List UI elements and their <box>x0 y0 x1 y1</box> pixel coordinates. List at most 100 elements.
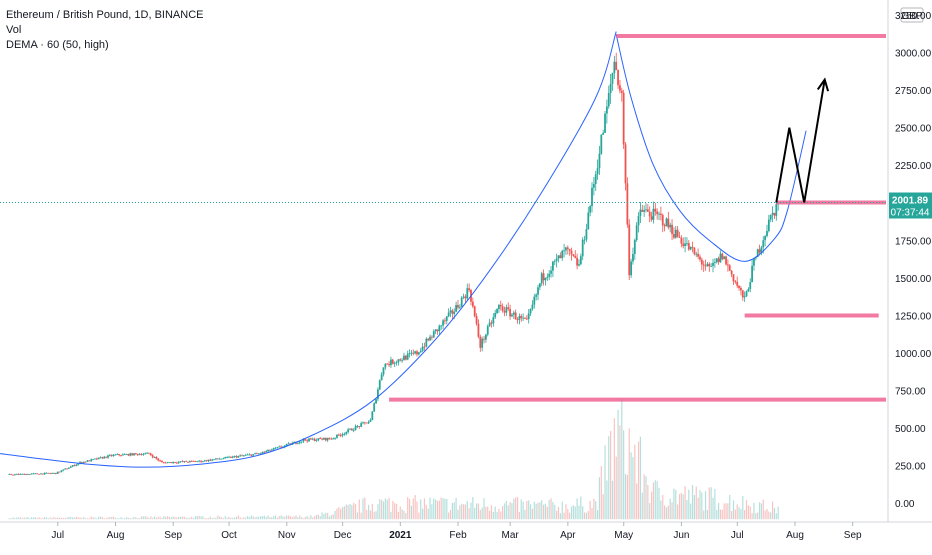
price-axis-pane <box>888 0 932 550</box>
candle-body <box>512 312 515 315</box>
volume-bar <box>274 515 277 520</box>
candle <box>254 452 256 455</box>
candle <box>535 293 538 301</box>
candle <box>203 459 206 462</box>
volume-bar <box>81 517 83 520</box>
candle-body <box>187 461 189 463</box>
countdown-value: 07:37:44 <box>891 208 930 219</box>
volume-bar <box>131 518 133 520</box>
volume-bar <box>31 517 33 520</box>
candle-body <box>296 443 299 444</box>
volume-bar <box>494 506 496 520</box>
candle-body <box>10 474 13 475</box>
volume-bar <box>92 517 94 520</box>
candle <box>213 459 215 461</box>
candle-body <box>440 325 443 327</box>
candle <box>34 473 37 475</box>
candle <box>133 453 135 456</box>
candle-body <box>118 454 121 456</box>
candle-body <box>41 473 44 475</box>
candle-body <box>769 214 772 220</box>
volume-bar <box>328 516 331 520</box>
candle-body <box>352 429 355 431</box>
volume-bar <box>193 518 195 520</box>
candle <box>520 314 523 322</box>
candle <box>468 283 471 293</box>
volume-bar <box>418 512 420 520</box>
volume-bar <box>258 516 260 520</box>
volume-bar <box>723 503 725 520</box>
candle-body <box>23 473 26 475</box>
volume-bar <box>27 517 29 520</box>
candle-body <box>138 454 141 456</box>
candle-body <box>84 461 87 463</box>
candle <box>62 469 65 472</box>
volume-bar <box>297 517 299 520</box>
candle <box>546 273 549 281</box>
candle <box>311 437 314 441</box>
candle <box>222 457 225 460</box>
candle-body <box>209 459 212 461</box>
candle-body <box>188 460 191 463</box>
projection-path <box>775 79 826 203</box>
candle <box>579 253 582 266</box>
volume-bar <box>321 512 323 520</box>
candle-body <box>408 353 411 354</box>
candle <box>345 431 348 436</box>
candle <box>632 247 634 265</box>
candle <box>732 274 735 285</box>
candle-body <box>767 219 770 232</box>
candle-body <box>466 288 469 299</box>
candle <box>231 455 234 459</box>
candle <box>332 437 335 440</box>
candle <box>656 208 659 220</box>
candle <box>641 204 644 212</box>
candle-body <box>669 224 672 228</box>
candle <box>263 451 266 454</box>
volume-bar <box>16 517 18 520</box>
chart-legend: Ethereum / British Pound, 1D, BINANCE Vo… <box>6 8 203 53</box>
candle-body <box>498 304 500 310</box>
candle <box>427 338 430 342</box>
candle <box>233 455 236 458</box>
candle-body <box>654 208 657 212</box>
volume-bar <box>734 509 736 520</box>
volume-bar <box>777 506 779 520</box>
candle <box>730 270 733 278</box>
volume-bars <box>8 398 779 520</box>
candle-body <box>700 259 703 265</box>
volume-bar <box>101 516 103 520</box>
candle <box>699 254 701 262</box>
volume-bar <box>485 506 487 520</box>
volume-bar <box>552 501 554 520</box>
volume-bar <box>319 516 321 520</box>
candle-body <box>349 428 351 430</box>
volume-bar <box>500 511 502 520</box>
candle-body <box>40 473 42 475</box>
volume-bar <box>403 510 405 520</box>
candle-body <box>438 325 441 332</box>
candle <box>702 260 705 272</box>
candle-body <box>395 362 398 364</box>
candle-body <box>579 256 582 265</box>
candle <box>209 458 212 462</box>
candle-body <box>751 265 754 283</box>
candle <box>49 472 52 475</box>
volume-bar <box>704 491 707 520</box>
candle <box>97 457 100 460</box>
candle <box>458 304 461 309</box>
volume-bar <box>392 500 394 520</box>
volume-bar <box>691 485 694 520</box>
candle <box>21 473 24 475</box>
candle-body <box>229 456 232 458</box>
volume-bar <box>90 516 92 520</box>
volume-bar <box>533 501 535 520</box>
candle <box>330 437 333 440</box>
volume-bar <box>457 509 459 520</box>
candle <box>429 334 431 342</box>
candle <box>686 237 688 246</box>
candle-body <box>406 353 409 360</box>
candle-body <box>613 61 616 74</box>
